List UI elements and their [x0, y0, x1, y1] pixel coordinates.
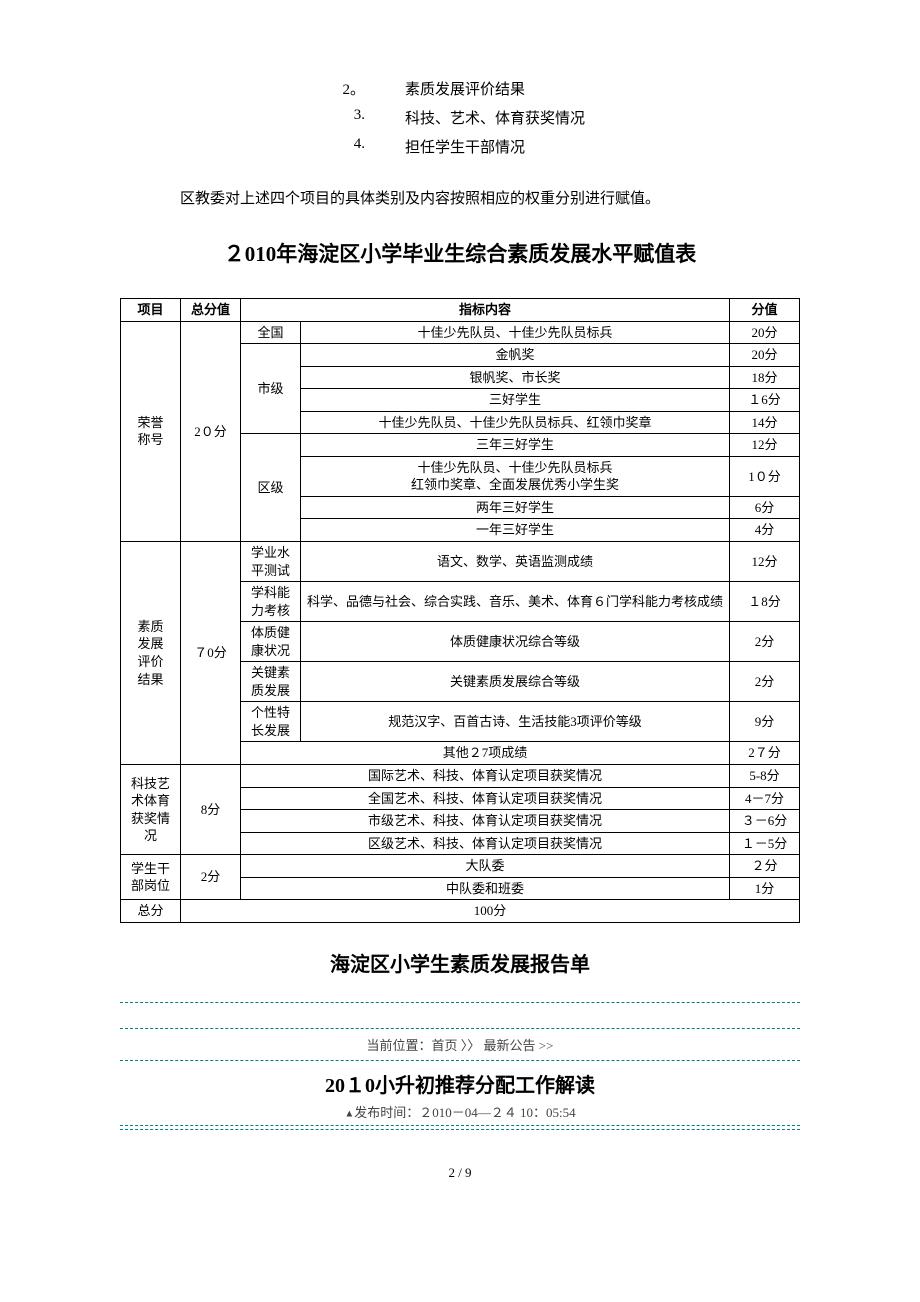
numbered-list: 2。 素质发展评价结果 3. 科技、艺术、体育获奖情况 4. 担任学生干部情况 — [120, 78, 800, 157]
score-cell: １6分 — [730, 389, 800, 412]
category-cell: 学生干部岗位 — [121, 855, 181, 900]
score-cell: 18分 — [730, 366, 800, 389]
score-cell: 20分 — [730, 321, 800, 344]
level-cell: 学业水平测试 — [241, 542, 301, 582]
score-cell: 6分 — [730, 496, 800, 519]
content-cell: 一年三好学生 — [301, 519, 730, 542]
score-cell: １－5分 — [730, 832, 800, 855]
list-item-number: 4. — [315, 136, 365, 157]
content-cell: 关键素质发展综合等级 — [301, 662, 730, 702]
content-cell: 三年三好学生 — [301, 434, 730, 457]
list-item: 4. 担任学生干部情况 — [120, 136, 800, 157]
score-table: 项目 总分值 指标内容 分值 荣誉 称号 2０分 全国 十佳少先队员、十佳少先队… — [120, 298, 800, 923]
category-cell: 素质 发展 评价 结果 — [121, 542, 181, 765]
score-cell: 12分 — [730, 434, 800, 457]
content-cell: 大队委 — [241, 855, 730, 878]
content-cell: 规范汉字、百首古诗、生活技能3项评价等级 — [301, 702, 730, 742]
content-cell: 三好学生 — [301, 389, 730, 412]
table-row: 学生干部岗位 2分 大队委 ２分 — [121, 855, 800, 878]
dashed-divider — [120, 1129, 800, 1130]
total-cell: 8分 — [181, 765, 241, 855]
content-cell: 语文、数学、英语监测成绩 — [301, 542, 730, 582]
score-cell: ２分 — [730, 855, 800, 878]
content-cell: 国际艺术、科技、体育认定项目获奖情况 — [241, 765, 730, 788]
content-cell: 两年三好学生 — [301, 496, 730, 519]
page-number: 2 / 9 — [120, 1165, 800, 1181]
score-cell: 5-8分 — [730, 765, 800, 788]
list-item-text: 科技、艺术、体育获奖情况 — [405, 107, 605, 128]
score-cell: 2７分 — [730, 742, 800, 765]
table-header-row: 项目 总分值 指标内容 分值 — [121, 299, 800, 322]
total-cell: 2分 — [181, 855, 241, 900]
level-cell: 学科能力考核 — [241, 582, 301, 622]
score-cell: 4分 — [730, 519, 800, 542]
category-cell: 科技艺术体育获奖情况 — [121, 765, 181, 855]
score-cell: 1分 — [730, 877, 800, 900]
content-cell: 十佳少先队员、十佳少先队员标兵 红领巾奖章、全面发展优秀小学生奖 — [301, 456, 730, 496]
list-item: 2。 素质发展评价结果 — [120, 78, 800, 99]
table-header: 项目 — [121, 299, 181, 322]
level-cell: 市级 — [241, 344, 301, 434]
table-header: 总分值 — [181, 299, 241, 322]
score-cell: 2分 — [730, 622, 800, 662]
score-cell: 1０分 — [730, 456, 800, 496]
level-cell: 个性特长发展 — [241, 702, 301, 742]
score-cell: 4－7分 — [730, 787, 800, 810]
content-cell: 十佳少先队员、十佳少先队员标兵 — [301, 321, 730, 344]
publish-time: ▲发布时间：２010－04—２４ 10：05:54 — [120, 1098, 800, 1126]
paragraph: 区教委对上述四个项目的具体类别及内容按照相应的权重分别进行赋值。 — [180, 187, 800, 208]
content-cell: 100分 — [181, 900, 800, 923]
triangle-icon: ▲ — [344, 1108, 354, 1119]
level-cell: 关键素质发展 — [241, 662, 301, 702]
score-cell: 2分 — [730, 662, 800, 702]
level-cell: 全国 — [241, 321, 301, 344]
list-item-text: 担任学生干部情况 — [405, 136, 605, 157]
list-item-number: 2。 — [315, 78, 365, 99]
table-header: 分值 — [730, 299, 800, 322]
table-row: 科技艺术体育获奖情况 8分 国际艺术、科技、体育认定项目获奖情况 5-8分 — [121, 765, 800, 788]
content-cell: 十佳少先队员、十佳少先队员标兵、红领巾奖章 — [301, 411, 730, 434]
table-row: 总分 100分 — [121, 900, 800, 923]
content-cell: 银帆奖、市长奖 — [301, 366, 730, 389]
section-title: ２010年海淀区小学毕业生综合素质发展水平赋值表 — [120, 238, 800, 268]
section-title: 海淀区小学生素质发展报告单 — [120, 948, 800, 977]
table-row: 素质 发展 评价 结果 ７0分 学业水平测试 语文、数学、英语监测成绩 12分 — [121, 542, 800, 582]
content-cell: 金帆奖 — [301, 344, 730, 367]
score-cell: 20分 — [730, 344, 800, 367]
level-cell: 体质健康状况 — [241, 622, 301, 662]
publish-time-text: 发布时间：２010－04—２４ 10：05:54 — [354, 1105, 575, 1120]
total-cell: 2０分 — [181, 321, 241, 541]
content-cell: 区级艺术、科技、体育认定项目获奖情况 — [241, 832, 730, 855]
category-cell: 总分 — [121, 900, 181, 923]
score-cell: １8分 — [730, 582, 800, 622]
list-item: 3. 科技、艺术、体育获奖情况 — [120, 107, 800, 128]
dashed-divider — [120, 1002, 800, 1003]
level-cell: 区级 — [241, 434, 301, 542]
score-cell: 12分 — [730, 542, 800, 582]
score-cell: 9分 — [730, 702, 800, 742]
content-cell: 中队委和班委 — [241, 877, 730, 900]
total-cell: ７0分 — [181, 542, 241, 765]
score-cell: 14分 — [730, 411, 800, 434]
content-cell: 科学、品德与社会、综合实践、音乐、美术、体育６门学科能力考核成绩 — [301, 582, 730, 622]
content-cell: 市级艺术、科技、体育认定项目获奖情况 — [241, 810, 730, 833]
category-cell: 荣誉 称号 — [121, 321, 181, 541]
content-cell: 全国艺术、科技、体育认定项目获奖情况 — [241, 787, 730, 810]
table-header: 指标内容 — [241, 299, 730, 322]
content-cell: 体质健康状况综合等级 — [301, 622, 730, 662]
breadcrumb: 当前位置：首页 〉〉 最新公告 >> — [120, 1028, 800, 1061]
score-cell: ３－6分 — [730, 810, 800, 833]
list-item-text: 素质发展评价结果 — [405, 78, 605, 99]
table-row: 荣誉 称号 2０分 全国 十佳少先队员、十佳少先队员标兵 20分 — [121, 321, 800, 344]
article-title: 20１0小升初推荐分配工作解读 — [120, 1069, 800, 1098]
content-cell: 其他２7项成绩 — [241, 742, 730, 765]
list-item-number: 3. — [315, 107, 365, 128]
